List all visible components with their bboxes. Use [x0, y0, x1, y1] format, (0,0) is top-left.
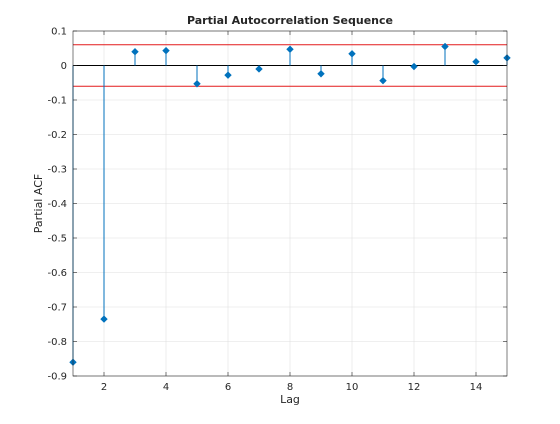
y-tick-label: -0.5 [47, 234, 67, 245]
y-tick-label: -0.3 [47, 165, 67, 176]
stem-marker [410, 62, 418, 71]
stem-marker [100, 315, 108, 323]
stem-marker [255, 65, 263, 73]
y-tick-label: 0 [61, 61, 67, 72]
stem-marker [193, 80, 201, 88]
y-tick-label: -0.7 [47, 303, 67, 314]
chart-title: Partial Autocorrelation Sequence [187, 14, 393, 27]
stem-marker [286, 45, 294, 53]
axis-ticks [73, 30, 507, 377]
x-tick-label: 2 [101, 382, 107, 393]
x-tick-label: 12 [408, 382, 421, 393]
stem-marker [441, 42, 449, 51]
y-tick-label: -0.1 [47, 96, 67, 107]
x-tick-label: 14 [470, 382, 483, 393]
x-tick-label: 10 [346, 382, 359, 393]
x-tick-labels: 2 4 6 8 10 12 14 [101, 382, 483, 393]
y-axis-label: Partial ACF [32, 174, 45, 233]
stem-marker [224, 71, 232, 79]
stem-marker [317, 70, 325, 78]
y-tick-labels: 0.1 0 -0.1 -0.2 -0.3 -0.4 -0.5 -0.6 -0.7 -0.8 -0.9 [47, 27, 67, 383]
y-tick-label: -0.9 [47, 372, 67, 383]
stem-marker [348, 50, 356, 58]
stem-marker [472, 57, 480, 66]
y-tick-label: -0.4 [47, 199, 67, 210]
x-axis-label: Lag [280, 393, 300, 406]
y-tick-label: -0.8 [47, 337, 67, 348]
x-tick-label: 4 [163, 382, 169, 393]
y-tick-label: -0.2 [47, 130, 67, 141]
x-tick-label: 6 [225, 382, 231, 393]
y-tick-label: -0.6 [47, 268, 67, 279]
stem-marker [162, 46, 170, 55]
x-tick-label: 8 [287, 382, 293, 393]
y-tick-label: 0.1 [51, 27, 67, 38]
stem-marker [379, 76, 387, 85]
stem-marker [131, 47, 139, 56]
